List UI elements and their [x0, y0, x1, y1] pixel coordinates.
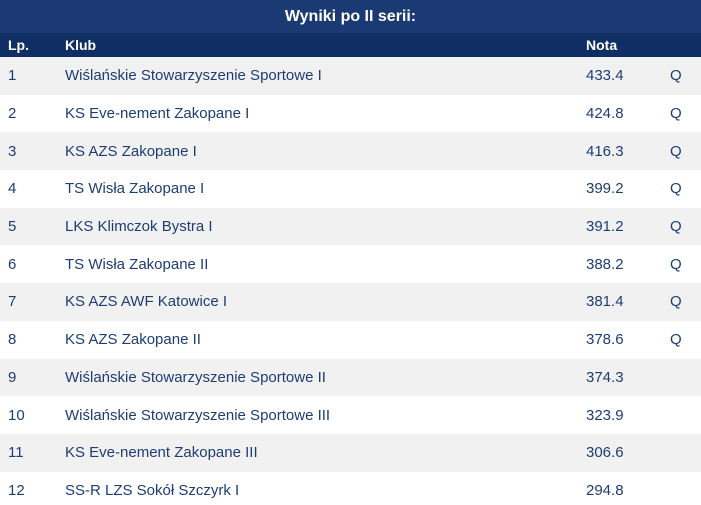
header-q	[670, 33, 701, 57]
row-club-name: Wiślańskie Stowarzyszenie Sportowe I	[65, 67, 322, 85]
row-club-name: KS AZS Zakopane II	[65, 331, 201, 349]
row-qualified-mark: Q	[670, 142, 682, 160]
table-row: 9 Wiślańskie Stowarzyszenie Sportowe II 37…	[0, 358, 701, 397]
row-score: 294.8	[586, 481, 624, 499]
row-rank: 1	[8, 67, 17, 85]
row-rank: 5	[8, 218, 17, 236]
row-club-name: KS Eve-nement Zakopane III	[65, 444, 258, 462]
row-qualified-mark	[670, 396, 701, 434]
row-qualified-mark: Q	[670, 105, 682, 123]
row-club-name: LKS Klimczok Bystra I	[65, 218, 213, 236]
row-club-name: TS Wisła Zakopane II	[65, 255, 209, 273]
row-club-name: TS Wisła Zakopane I	[65, 180, 205, 198]
row-rank: 12	[8, 481, 25, 499]
table-row: 6 TS Wisła Zakopane II 388.2 Q	[0, 245, 701, 284]
row-rank: 2	[8, 105, 17, 123]
results-title: Wyniki po II serii:	[0, 0, 701, 33]
row-rank: 7	[8, 293, 17, 311]
row-club-name: KS Eve-nement Zakopane I	[65, 105, 250, 123]
row-score: 399.2	[586, 180, 624, 198]
row-club-name: Wiślańskie Stowarzyszenie Sportowe III	[65, 406, 331, 424]
row-score: 424.8	[586, 105, 624, 123]
row-rank: 10	[8, 406, 25, 424]
table-row: 4 TS Wisła Zakopane I 399.2 Q	[0, 170, 701, 208]
row-rank: 4	[8, 180, 17, 198]
results-table: Lp. Klub Nota 1 Wiślańskie Stowarzyszenie…	[0, 33, 701, 505]
table-row: 8 KS AZS Zakopane II 378.6 Q	[0, 320, 701, 359]
results-body: 1 Wiślańskie Stowarzyszenie Sportowe I 433…	[0, 57, 701, 505]
row-rank: 6	[8, 255, 17, 273]
row-score: 433.4	[586, 67, 624, 85]
table-row: 2 KS Eve-nement Zakopane I 424.8 Q	[0, 94, 701, 133]
row-score: 378.6	[586, 331, 624, 349]
row-score: 388.2	[586, 255, 624, 273]
row-rank: 11	[8, 444, 24, 462]
row-score: 306.6	[586, 444, 624, 462]
table-header-row: Lp. Klub Nota	[0, 33, 701, 57]
header-score: Nota	[586, 37, 618, 53]
row-score: 381.4	[586, 293, 624, 311]
table-row: 5 LKS Klimczok Bystra I 391.2 Q	[0, 207, 701, 246]
header-lp: Lp.	[8, 37, 29, 53]
row-club-name: Wiślańskie Stowarzyszenie Sportowe II	[65, 368, 326, 386]
row-qualified-mark: Q	[670, 255, 682, 273]
table-row: 12 SS-R LZS Sokół Szczyrk I 294.8	[0, 471, 701, 505]
row-score: 391.2	[586, 218, 624, 236]
row-club-name: KS AZS Zakopane I	[65, 142, 197, 160]
row-score: 323.9	[586, 406, 624, 424]
header-club: Klub	[65, 37, 97, 53]
row-qualified-mark: Q	[670, 67, 682, 85]
row-score: 416.3	[586, 142, 624, 160]
table-row: 3 KS AZS Zakopane I 416.3 Q	[0, 132, 701, 171]
row-rank: 9	[8, 368, 17, 386]
row-club-name: SS-R LZS Sokół Szczyrk I	[65, 481, 240, 499]
row-qualified-mark: Q	[670, 180, 682, 198]
table-row: 7 KS AZS AWF Katowice I 381.4 Q	[0, 283, 701, 321]
row-qualified-mark: Q	[670, 218, 682, 236]
row-score: 374.3	[586, 368, 624, 386]
table-row: 11 KS Eve-nement Zakopane III 306.6	[0, 433, 701, 472]
row-qualified-mark	[670, 434, 701, 472]
row-club-name: KS AZS AWF Katowice I	[65, 293, 227, 311]
row-rank: 8	[8, 331, 17, 349]
row-qualified-mark	[670, 359, 701, 397]
row-qualified-mark: Q	[670, 331, 682, 349]
row-qualified-mark: Q	[670, 293, 682, 311]
row-qualified-mark	[670, 472, 701, 505]
row-rank: 3	[8, 142, 17, 160]
table-row: 1 Wiślańskie Stowarzyszenie Sportowe I 433…	[0, 57, 701, 95]
table-row: 10 Wiślańskie Stowarzyszenie Sportowe III…	[0, 396, 701, 434]
